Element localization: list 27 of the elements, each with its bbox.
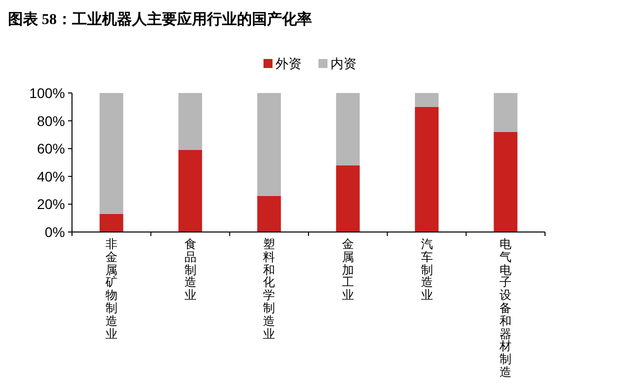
- bar: [414, 106, 439, 232]
- y-tick-label: 0%: [44, 224, 65, 240]
- x-tick-label: 食品制造业: [183, 237, 198, 302]
- bar: [257, 196, 281, 232]
- bar: [336, 93, 360, 166]
- bar: [336, 165, 360, 232]
- bar: [494, 93, 518, 132]
- bar: [494, 132, 518, 232]
- bar: [100, 214, 124, 232]
- bar: [178, 93, 202, 150]
- x-tick-label: 非金属矿物制造业: [104, 237, 118, 341]
- x-tick-label: 塑料和化学制造业: [262, 237, 276, 341]
- category-label: 电气电子设备和器材制造: [500, 237, 512, 379]
- legend-label: 内资: [330, 56, 356, 71]
- y-tick-label: 80%: [36, 112, 65, 129]
- y-tick-label: 40%: [36, 168, 65, 184]
- bar: [257, 93, 281, 196]
- x-tick-label: 汽车制造业: [420, 237, 434, 302]
- y-tick-label: 100%: [29, 85, 65, 101]
- bar: [178, 150, 202, 232]
- y-tick-label: 20%: [36, 196, 65, 212]
- chart-title: 图表 58：工业机器人主要应用行业的国产化率: [8, 10, 312, 28]
- legend-label: 外资: [276, 56, 302, 71]
- x-tick-label: 金属加工业: [340, 237, 355, 302]
- bar: [100, 93, 124, 214]
- bar: [414, 93, 439, 107]
- y-tick-label: 60%: [36, 140, 65, 157]
